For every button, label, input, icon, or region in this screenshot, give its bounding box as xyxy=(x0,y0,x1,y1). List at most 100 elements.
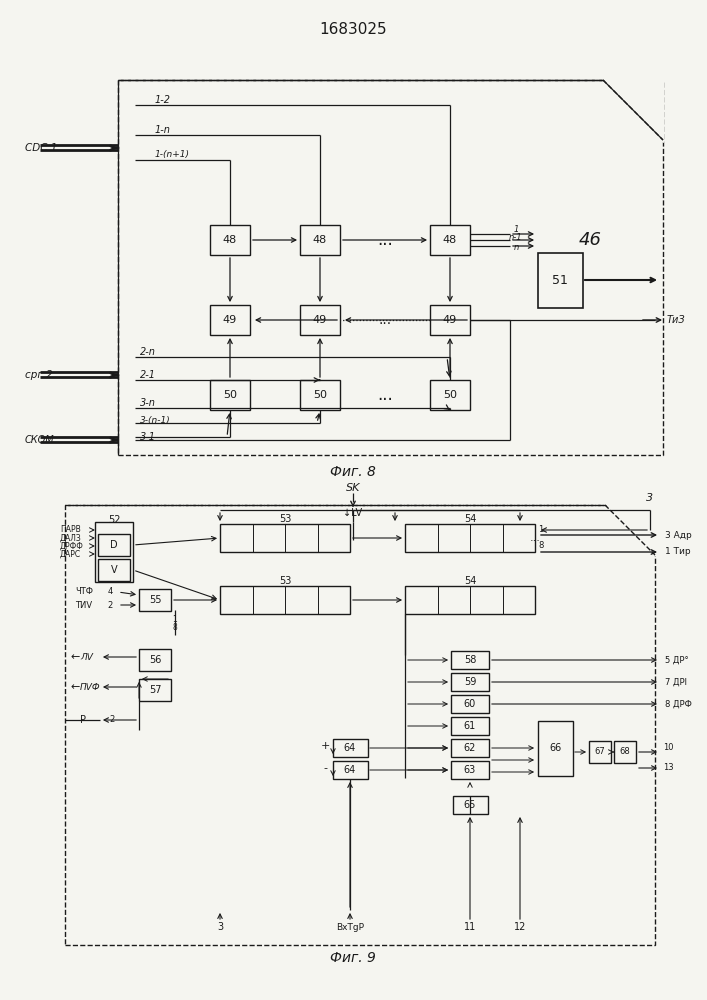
Text: 3-1: 3-1 xyxy=(140,432,156,442)
Text: ТИV: ТИV xyxy=(75,600,92,609)
Text: 2-n: 2-n xyxy=(140,347,156,357)
Text: 11: 11 xyxy=(464,922,476,932)
Text: срг 2: срг 2 xyxy=(25,370,53,380)
Text: 49: 49 xyxy=(223,315,237,325)
Text: 61: 61 xyxy=(464,721,476,731)
Bar xyxy=(430,380,470,410)
Text: Фиг. 9: Фиг. 9 xyxy=(330,951,376,965)
Bar xyxy=(220,524,350,552)
Text: SK: SK xyxy=(346,483,360,493)
Bar xyxy=(430,305,470,335)
Text: ДАЛЗ: ДАЛЗ xyxy=(60,534,82,542)
Text: 66: 66 xyxy=(549,743,561,753)
Bar xyxy=(537,252,583,308)
Text: n-1: n-1 xyxy=(509,233,522,242)
Text: 55: 55 xyxy=(148,595,161,605)
Text: 2: 2 xyxy=(107,600,112,609)
Text: 65: 65 xyxy=(464,800,477,810)
Text: P: P xyxy=(80,715,86,725)
Text: 1: 1 xyxy=(538,526,543,534)
Bar xyxy=(451,651,489,669)
Text: 2: 2 xyxy=(110,716,115,724)
Text: 56: 56 xyxy=(148,655,161,665)
Text: n: n xyxy=(513,243,519,252)
Text: 7 ДРl: 7 ДРl xyxy=(665,678,687,686)
Bar xyxy=(451,761,489,779)
Text: 1683025: 1683025 xyxy=(319,22,387,37)
Bar xyxy=(210,305,250,335)
Text: ←: ← xyxy=(70,682,80,692)
Bar xyxy=(300,225,340,255)
Bar xyxy=(139,589,171,611)
Text: 8 ДРФ: 8 ДРФ xyxy=(665,700,692,708)
Text: ...: ... xyxy=(378,313,392,327)
Text: 59: 59 xyxy=(464,677,477,687)
Text: 48: 48 xyxy=(223,235,237,245)
Text: 54: 54 xyxy=(464,514,477,524)
Text: 67: 67 xyxy=(595,748,605,756)
Text: 2-1: 2-1 xyxy=(140,370,156,380)
Text: 3: 3 xyxy=(217,922,223,932)
Text: 46: 46 xyxy=(578,231,602,249)
Bar xyxy=(537,720,573,776)
Text: ПАРВ: ПАРВ xyxy=(60,526,81,534)
Text: Фиг. 8: Фиг. 8 xyxy=(330,465,376,479)
Text: 5 ДР°: 5 ДР° xyxy=(665,656,689,664)
Text: ↓LV: ↓LV xyxy=(344,508,363,518)
Text: 50: 50 xyxy=(223,390,237,400)
Text: 1-2: 1-2 xyxy=(155,95,171,105)
Text: 13: 13 xyxy=(663,764,674,772)
Text: CDC 1: CDC 1 xyxy=(25,143,57,153)
Text: 1-n: 1-n xyxy=(155,125,171,135)
Bar xyxy=(451,739,489,757)
Text: 53: 53 xyxy=(279,514,291,524)
Text: 12: 12 xyxy=(514,922,526,932)
Text: ДРФФ: ДРФФ xyxy=(60,542,84,550)
Bar xyxy=(210,225,250,255)
Bar xyxy=(98,534,130,556)
Bar xyxy=(300,380,340,410)
Bar xyxy=(95,522,133,582)
Text: 62: 62 xyxy=(464,743,477,753)
Text: 1: 1 xyxy=(513,226,519,234)
Text: СКОМ: СКОМ xyxy=(25,435,54,445)
Bar xyxy=(65,505,655,945)
Text: 60: 60 xyxy=(464,699,476,709)
Bar xyxy=(98,559,130,581)
Bar xyxy=(220,586,350,614)
Text: ТиЗ: ТиЗ xyxy=(667,315,685,325)
Text: ПVФ: ПVФ xyxy=(80,682,100,692)
Text: -: - xyxy=(323,763,327,773)
Bar xyxy=(451,695,489,713)
Text: 4: 4 xyxy=(107,587,112,596)
Polygon shape xyxy=(605,503,657,557)
Text: ←: ← xyxy=(70,652,80,662)
Text: V: V xyxy=(111,565,117,575)
Bar xyxy=(139,649,171,671)
Text: 63: 63 xyxy=(464,765,476,775)
Text: ...: ... xyxy=(530,533,540,543)
Bar xyxy=(451,673,489,691)
Bar xyxy=(405,586,535,614)
Text: ЧТФ: ЧТФ xyxy=(75,587,93,596)
Text: 51: 51 xyxy=(552,273,568,286)
Bar xyxy=(118,80,663,455)
Bar xyxy=(139,679,171,701)
Text: ЛV: ЛV xyxy=(80,652,93,662)
Text: 3 Адр: 3 Адр xyxy=(665,530,691,540)
Text: ...: ... xyxy=(377,231,393,249)
Text: 3-(n-1): 3-(n-1) xyxy=(140,416,171,424)
Text: 10: 10 xyxy=(663,744,674,752)
Text: 48: 48 xyxy=(313,235,327,245)
Text: 57: 57 xyxy=(148,685,161,695)
Text: 3: 3 xyxy=(646,493,653,503)
Bar xyxy=(430,225,470,255)
Text: 1 Тир: 1 Тир xyxy=(665,548,691,556)
Text: 49: 49 xyxy=(443,315,457,325)
Text: 58: 58 xyxy=(464,655,477,665)
Bar xyxy=(452,796,488,814)
Text: ...: ... xyxy=(377,386,393,404)
Bar xyxy=(614,741,636,763)
Text: 53: 53 xyxy=(279,576,291,586)
Bar xyxy=(332,739,368,757)
